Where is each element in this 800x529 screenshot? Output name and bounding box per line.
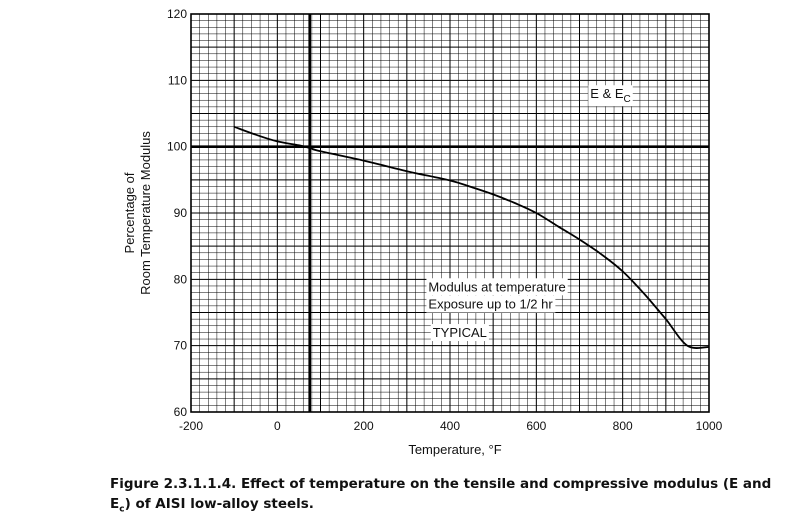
condition-line-1: Modulus at temperature (426, 278, 568, 296)
x-tick-labels: -200 0 200 400 600 800 1000 (179, 419, 723, 433)
annotations: E & EC Modulus at temperature Exposure up … (426, 85, 633, 342)
series-line-e-ec (233, 125, 710, 349)
y-tick-label: 100 (167, 140, 187, 154)
condition-line-2-bg (426, 295, 556, 313)
y-tick-label: 120 (167, 7, 187, 21)
figure-caption: Figure 2.3.1.1.4. Effect of temperature … (110, 474, 795, 520)
reference-lines (191, 14, 709, 412)
y-tick-label: 110 (168, 73, 187, 87)
y-tick-label: 90 (174, 206, 188, 220)
x-tick-label: 800 (613, 419, 633, 433)
caption-subscript: c (119, 504, 125, 515)
typical-label-bg (430, 324, 489, 342)
x-axis-label: Temperature, °F (408, 442, 501, 457)
y-tick-label: 80 (174, 272, 188, 286)
condition-line-2-text: Exposure up to 1/2 hr (428, 297, 553, 312)
curve-label: E & EC (588, 85, 633, 107)
x-tick-label: 400 (440, 419, 460, 433)
condition-line-1-text: Modulus at temperature (428, 279, 565, 294)
caption-text: Figure 2.3.1.1.4. Effect of temperature … (110, 476, 772, 512)
y-tick-labels: 60 70 80 90 100 110 120 (167, 7, 187, 419)
modulus-chart: -200 0 200 400 600 800 1000 60708090100110120 … (122, 7, 723, 457)
typical-label: TYPICAL (430, 324, 489, 342)
x-tick-label: 200 (354, 419, 374, 433)
curve-label-text: E & EC (590, 86, 630, 105)
x-tick-label: 0 (274, 419, 281, 433)
condition-line-2: Exposure up to 1/2 hr (426, 295, 556, 313)
y-axis-label-line-1: Percentage of (122, 172, 137, 253)
y-axis-label-line-2: Room Temperature Modulus (138, 131, 153, 295)
caption-text-end: ) of AISI low-alloy steels. (124, 496, 314, 512)
condition-line-1-bg (426, 278, 568, 296)
x-tick-label: 600 (526, 419, 546, 433)
curve-label-subscript: C (624, 94, 631, 105)
typical-label-text: TYPICAL (433, 325, 487, 340)
y-tick-label: 70 (174, 339, 188, 353)
x-tick-label: -200 (179, 419, 203, 433)
x-tick-label: 1000 (696, 419, 723, 433)
plot-frame (190, 13, 710, 413)
y-tick-label: 60 (174, 405, 188, 419)
curve-label-bg (588, 85, 633, 107)
